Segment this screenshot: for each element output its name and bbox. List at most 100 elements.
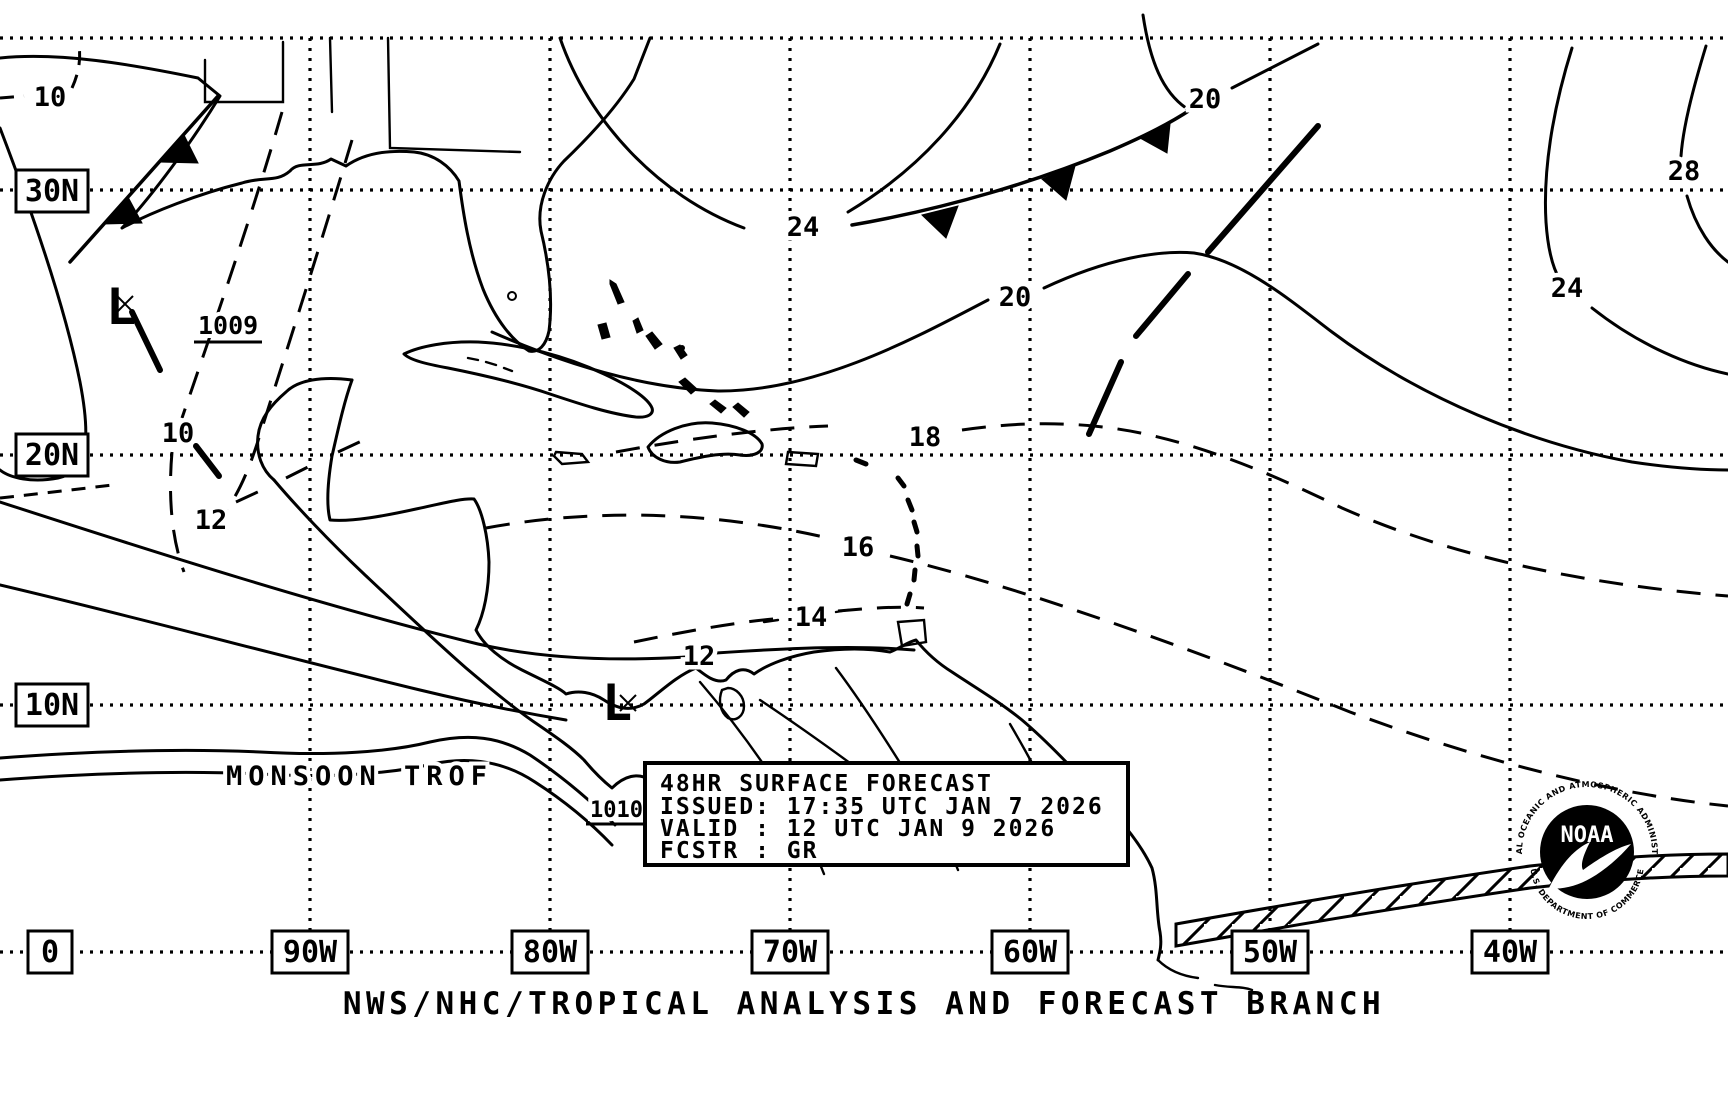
contour-labels: 10 24 20 28 24 20 18 16 14 12 10 12: [29, 78, 1705, 677]
contour-28-tail: [1685, 194, 1728, 264]
noaa-seagull-icon: [1549, 842, 1631, 889]
florida-keys: [466, 356, 514, 373]
low-center-x-icon: [619, 694, 637, 712]
forecast-info-box: 48HR SURFACE FORECAST ISSUED: 17:35 UTC …: [643, 761, 1130, 867]
svg-text:80W: 80W: [523, 935, 578, 970]
svg-text:70W: 70W: [763, 935, 818, 970]
contour-label: 24: [787, 212, 820, 243]
coastline-pacific-central-america: [272, 478, 657, 808]
contour-12-west: [0, 500, 688, 661]
longitude-label-80w: 80W: [510, 929, 590, 975]
longitude-label-60w: 60W: [990, 929, 1070, 975]
latitude-labels: 30N 20N 10N 0: [14, 168, 90, 975]
island: [673, 344, 688, 360]
island: [709, 399, 727, 414]
contour-24-east: [846, 42, 1002, 214]
contour-20-main-west: [490, 298, 990, 393]
longitude-label-40w: 40W: [1470, 929, 1550, 975]
coastline-jamaica: [552, 450, 591, 466]
front-triangle: [921, 205, 959, 239]
monsoon-trough-upper: [0, 735, 617, 827]
contour-20-north-arc: [1141, 13, 1188, 110]
contour-28-arc: [1679, 44, 1708, 158]
contour-label: 18: [909, 422, 942, 453]
forecast-valid: VALID : 12 UTC JAN 9 2026: [660, 816, 1056, 842]
front-triangle: [1138, 123, 1171, 154]
svg-text:20N: 20N: [25, 438, 79, 473]
contour-24-ne-arc: [1543, 46, 1574, 282]
coastline-hispaniola: [646, 421, 764, 464]
trough-10-gulf-north: [180, 111, 284, 419]
forecast-issued: ISSUED: 17:35 UTC JAN 7 2026: [660, 794, 1104, 820]
monsoon-trough-lower: [0, 759, 614, 847]
island: [645, 331, 663, 350]
coastline-us-gulf-atlantic: [0, 36, 652, 353]
front-triangle: [1041, 165, 1076, 201]
us-state-borders: [203, 36, 522, 154]
trough-tick-florida: [129, 309, 163, 373]
shear-line: [129, 123, 1321, 479]
venezuela-islands: [762, 608, 850, 624]
contour-label: 16: [842, 532, 875, 563]
contour-16-west: [485, 513, 829, 540]
cold-front-texas: [68, 94, 220, 264]
island: [678, 377, 698, 395]
shear-segment: [1205, 123, 1321, 255]
shear-segment: [1086, 359, 1124, 437]
coastline-central-america-caribbean: [326, 378, 698, 710]
contour-label: 12: [683, 641, 716, 672]
coastline-cuba: [402, 340, 654, 419]
trough-12-gulf: [224, 139, 354, 511]
island: [597, 322, 611, 340]
front-triangle: [102, 196, 143, 225]
lesser-antilles-chain: [853, 457, 921, 607]
latitude-label-0: 0: [26, 929, 74, 975]
coastline-brazil-equator: [1156, 958, 1254, 992]
contour-20-main-east: [1042, 250, 1728, 472]
contour-label: 12: [195, 505, 228, 536]
monsoon-trough-label: MONSOON TROF: [226, 761, 493, 792]
monsoon-trough: [0, 735, 617, 847]
island: [732, 402, 750, 418]
contour-label: 10: [34, 82, 67, 113]
forecast-info-box-frame: [643, 761, 1130, 867]
svg-text:40W: 40W: [1483, 935, 1538, 970]
contour-left-hook: [0, 126, 88, 482]
contour-18-west: [615, 424, 829, 454]
dashed-contours: [0, 45, 1728, 808]
island: [609, 279, 625, 305]
contour-20-north-tail: [1230, 42, 1320, 90]
longitude-label-50w: 50W: [1230, 929, 1310, 975]
forecast-title: 48HR SURFACE FORECAST: [660, 771, 993, 797]
contour-16-east: [889, 554, 1728, 808]
lake-okeechobee: [507, 291, 517, 301]
contour-18-east: [961, 422, 1728, 598]
longitude-label-90w: 90W: [270, 929, 350, 975]
trough-10-gulf-south: [169, 451, 186, 573]
low-pressure-gulf: L 1009: [106, 278, 262, 344]
contour-label: 28: [1668, 156, 1701, 187]
contour-label: 14: [795, 602, 828, 633]
shear-segment: [1133, 271, 1191, 339]
contour-label: 24: [1551, 273, 1584, 304]
svg-text:50W: 50W: [1243, 935, 1298, 970]
contour-24-ne-tail: [1590, 306, 1728, 376]
svg-text:0: 0: [41, 935, 59, 970]
latitude-label-10n: 10N: [14, 682, 90, 728]
coastline-puerto-rico: [784, 450, 820, 468]
longitude-label-70w: 70W: [750, 929, 830, 975]
coastline-yucatan-west: [256, 377, 354, 482]
svg-text:30N: 30N: [25, 174, 79, 209]
forecast-fcstr: FCSTR : GR: [660, 838, 818, 864]
trough-tick-gulf: [193, 443, 222, 479]
low-center-x-icon: [116, 295, 134, 313]
front-line: [68, 94, 220, 264]
bahamas-antilles-islands: [597, 279, 921, 607]
noaa-ring-text-top: NATIONAL OCEANIC AND ATMOSPHERIC ADMINIS…: [0, 0, 1659, 855]
solid-contours: [0, 13, 1728, 722]
contour-label: 20: [999, 282, 1032, 313]
longitude-labels: 90W 80W 70W 60W 50W 40W: [270, 929, 1550, 975]
coastline-trinidad: [896, 618, 928, 648]
